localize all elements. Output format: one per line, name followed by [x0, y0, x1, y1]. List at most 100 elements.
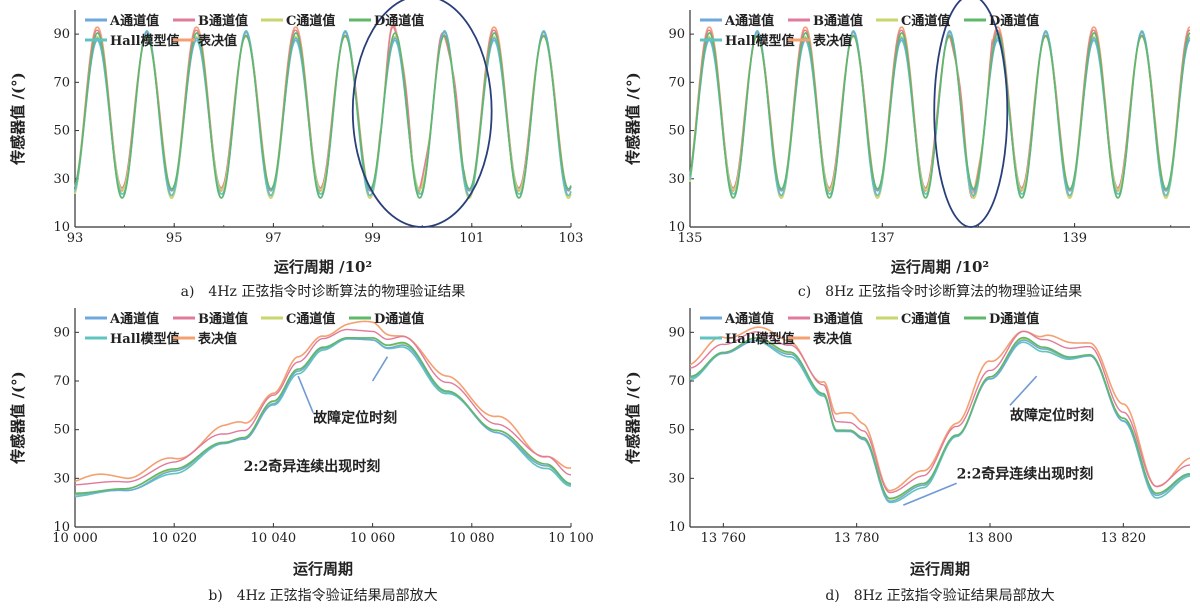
chart-c: 10 30 50 70 90 135 137 139 运行周期 /10² 传感器值 /(°) c) …: [624, 0, 1191, 300]
series-line-Vote: [689, 326, 1191, 492]
x-tick-label: 10 040: [251, 531, 297, 546]
series-line-A: [74, 338, 572, 495]
x-axis-label: 运行周期: [293, 560, 353, 578]
series-line-B: [74, 328, 572, 486]
x-tick-label: 10 000: [52, 531, 98, 546]
series-line-A: [74, 31, 572, 199]
x-tick-label: 10 080: [449, 531, 495, 546]
fault-ellipse: [933, 0, 1009, 228]
legend-label-D: D通道值: [374, 311, 424, 327]
annotation-pointer: [297, 375, 314, 413]
annotation-label: 2:2奇异连续出现时刻: [244, 458, 381, 475]
series-line-C: [74, 31, 572, 199]
y-tick-label: 30: [668, 172, 685, 187]
legend-label-A: A通道值: [724, 13, 774, 29]
series-line-D: [74, 32, 572, 199]
x-axis-label: 运行周期 /10²: [891, 258, 989, 276]
x-tick-label: 13 800: [967, 531, 1013, 546]
legend-label-B: B通道值: [813, 13, 863, 29]
legend-label-Vote: 表决值: [812, 331, 852, 347]
annotation-label: 2:2奇异连续出现时刻: [957, 465, 1094, 482]
y-tick-label: 30: [53, 471, 70, 486]
y-tick-label: 50: [668, 124, 685, 139]
legend-label-C: C通道值: [901, 13, 950, 29]
y-tick-label: 90: [53, 27, 70, 42]
series-line-D: [689, 32, 1191, 199]
legend-label-Vote: 表决值: [197, 331, 237, 347]
series-line-Vote: [74, 23, 572, 195]
annotation-label: 故障定位时刻: [313, 409, 397, 426]
chart-d: 10 30 50 70 90 13 760 13 780 13 800 13 820 运行周期 传感…: [624, 308, 1191, 604]
y-tick-label: 90: [668, 325, 685, 340]
legend-label-Hall: Hall模型值: [110, 331, 180, 347]
legend-label-D: D通道值: [374, 13, 424, 29]
chart-a: 10 30 50 70 90 93 95 97 99 101 103 运行周期 /10² 传感器值 /(…: [9, 0, 583, 300]
y-tick-label: 70: [668, 374, 685, 389]
x-tick-label: 137: [870, 231, 895, 246]
x-tick-label: 10 060: [350, 531, 396, 546]
series-line-B: [689, 330, 1191, 494]
fault-ellipse: [351, 0, 493, 228]
x-tick-label: 13 780: [834, 531, 880, 546]
series-line-D: [74, 337, 572, 494]
legend-label-B: B通道值: [198, 311, 248, 327]
legend-label-A: A通道值: [109, 13, 159, 29]
x-tick-label: 99: [364, 231, 381, 246]
legend-label-C: C通道值: [286, 13, 335, 29]
x-tick-label: 97: [265, 231, 282, 246]
series-line-Hall: [74, 30, 572, 197]
series-line-B: [74, 26, 572, 197]
legend-label-D: D通道值: [989, 311, 1039, 327]
y-tick-label: 50: [668, 423, 685, 438]
x-tick-label: 101: [459, 231, 484, 246]
annotation-pointer: [903, 482, 957, 506]
x-tick-label: 10 100: [548, 531, 594, 546]
x-tick-label: 93: [67, 231, 84, 246]
y-tick-label: 90: [53, 325, 70, 340]
legend-label-Hall: Hall模型值: [725, 331, 795, 347]
y-tick-label: 10: [668, 220, 685, 235]
legend-label-C: C通道值: [901, 311, 950, 327]
chart-caption: d) 8Hz 正弦指令验证结果局部放大: [825, 588, 1054, 604]
series-line-C: [689, 337, 1191, 500]
legend-label-A: A通道值: [724, 311, 774, 327]
y-tick-label: 50: [53, 124, 70, 139]
series-line-A: [689, 339, 1191, 502]
legend-label-B: B通道值: [198, 13, 248, 29]
legend-label-A: A通道值: [109, 311, 159, 327]
x-axis-label: 运行周期: [910, 560, 970, 578]
x-tick-label: 95: [166, 231, 183, 246]
y-axis-label: 传感器值 /(°): [9, 72, 27, 165]
legend-label-Vote: 表决值: [197, 33, 237, 49]
y-tick-label: 50: [53, 423, 70, 438]
x-tick-label: 103: [559, 231, 584, 246]
x-tick-label: 10 020: [151, 531, 197, 546]
y-tick-label: 70: [53, 374, 70, 389]
y-axis-label: 传感器值 /(°): [624, 72, 642, 165]
series-line-Hall: [689, 340, 1191, 504]
y-axis-label: 传感器值 /(°): [9, 371, 27, 464]
y-tick-label: 70: [53, 75, 70, 90]
legend-label-C: C通道值: [286, 311, 335, 327]
y-tick-label: 10: [53, 220, 70, 235]
chart-caption: a) 4Hz 正弦指令时诊断算法的物理验证结果: [181, 284, 466, 300]
legend-label-B: B通道值: [813, 311, 863, 327]
chart-caption: c) 8Hz 正弦指令时诊断算法的物理验证结果: [798, 284, 1082, 300]
x-tick-label: 139: [1062, 231, 1087, 246]
y-tick-label: 70: [668, 75, 685, 90]
legend-label-Hall: Hall模型值: [110, 33, 180, 49]
y-tick-label: 10: [668, 520, 685, 535]
series-line-Vote: [74, 320, 572, 483]
x-tick-label: 13 760: [701, 531, 747, 546]
series-line-D: [689, 336, 1191, 500]
y-axis-label: 传感器值 /(°): [624, 371, 642, 464]
y-tick-label: 10: [53, 520, 70, 535]
x-tick-label: 135: [678, 231, 703, 246]
y-tick-label: 90: [668, 27, 685, 42]
x-axis-label: 运行周期 /10²: [274, 258, 372, 276]
annotation-label: 故障定位时刻: [1010, 407, 1094, 424]
chart-caption: b) 4Hz 正弦指令验证结果局部放大: [208, 588, 437, 604]
y-tick-label: 30: [668, 471, 685, 486]
annotation-pointer: [371, 356, 389, 382]
